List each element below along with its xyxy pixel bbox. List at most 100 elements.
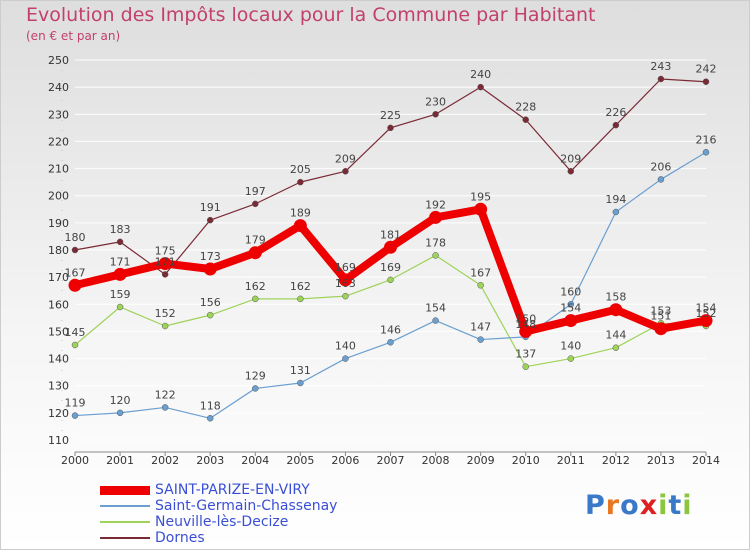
x-tick-label: 2014 <box>692 454 720 467</box>
data-point <box>71 246 79 254</box>
data-point <box>432 252 439 259</box>
legend-label: Neuville-lès-Decize <box>155 514 289 530</box>
y-tick-label: 140 <box>48 353 69 366</box>
data-point <box>342 292 349 300</box>
data-label: 242 <box>696 63 717 76</box>
data-label: 243 <box>650 60 671 73</box>
data-point <box>567 355 575 362</box>
data-label: 230 <box>425 95 446 108</box>
data-label: 152 <box>696 307 717 320</box>
x-tick-label: 2001 <box>106 454 134 467</box>
data-point <box>657 75 665 83</box>
data-point <box>71 412 79 419</box>
proxiti-logo: Proxiti <box>585 490 693 521</box>
data-label: 158 <box>605 291 626 304</box>
data-label: 192 <box>425 198 446 211</box>
data-label: 180 <box>65 231 86 244</box>
data-label: 169 <box>335 261 356 274</box>
x-tick-label: 2010 <box>512 454 540 467</box>
data-label: 162 <box>245 280 266 293</box>
data-point <box>293 219 307 233</box>
data-label: 205 <box>290 163 311 176</box>
data-point <box>432 317 439 324</box>
data-label: 206 <box>650 160 671 173</box>
data-point <box>116 238 124 246</box>
data-label: 159 <box>110 288 131 301</box>
data-point <box>297 379 304 387</box>
data-point <box>702 78 710 85</box>
data-label: 183 <box>110 223 131 236</box>
data-point <box>654 322 668 336</box>
data-point <box>116 409 124 417</box>
data-label: 162 <box>290 280 311 293</box>
data-label: 160 <box>560 285 581 298</box>
data-label: 154 <box>696 302 717 315</box>
data-label: 167 <box>470 266 491 279</box>
x-tick-label: 2008 <box>422 454 450 467</box>
data-label: 209 <box>335 152 356 165</box>
data-label: 195 <box>470 190 491 203</box>
y-tick-label: 240 <box>48 81 69 94</box>
legend-swatch <box>100 521 150 523</box>
y-tick-label: 250 <box>48 54 69 67</box>
data-label: 181 <box>380 228 401 241</box>
data-point <box>252 385 259 392</box>
series-saint-germain-chassenay <box>71 149 710 422</box>
data-label: 150 <box>515 312 536 325</box>
y-tick-label: 150 <box>48 325 69 338</box>
data-label: 147 <box>470 321 491 334</box>
data-point <box>612 208 620 216</box>
data-point <box>206 216 214 224</box>
data-point <box>113 267 127 281</box>
data-label: 131 <box>290 364 311 377</box>
chart-plot: 1101201301401501601701801902002102202302… <box>48 54 720 467</box>
data-point <box>702 149 710 156</box>
data-label: 225 <box>380 109 401 122</box>
data-point <box>387 124 394 132</box>
data-point <box>342 168 349 175</box>
data-label: 146 <box>380 323 401 336</box>
data-point <box>297 295 304 303</box>
data-point <box>609 303 623 317</box>
data-label: 153 <box>650 304 671 317</box>
data-label: 169 <box>380 261 401 274</box>
data-label: 151 <box>650 310 671 323</box>
data-point <box>384 240 397 254</box>
data-label: 179 <box>245 234 266 247</box>
data-label: 118 <box>200 399 221 412</box>
y-tick-label: 170 <box>48 271 69 284</box>
data-label: 145 <box>65 326 86 339</box>
data-point <box>158 257 172 271</box>
data-point <box>161 271 169 278</box>
y-tick-label: 110 <box>48 434 69 447</box>
data-label: 216 <box>696 133 717 146</box>
data-label: 228 <box>515 101 536 114</box>
x-tick-label: 2002 <box>151 454 179 467</box>
data-point <box>297 178 304 186</box>
data-point <box>699 314 713 328</box>
legend-label: Saint-Germain-Chassenay <box>155 498 338 514</box>
data-point <box>71 341 79 349</box>
data-label: 140 <box>560 340 581 353</box>
data-point <box>432 111 439 118</box>
y-tick-label: 200 <box>48 190 69 203</box>
logo-letter: x <box>639 490 659 521</box>
series-dornes <box>71 75 710 278</box>
data-label: 167 <box>65 266 86 279</box>
logo-letter: i <box>658 490 669 521</box>
data-label: 120 <box>110 394 131 407</box>
y-tick-label: 180 <box>48 244 69 257</box>
data-point <box>252 200 259 208</box>
x-tick-label: 2000 <box>61 454 89 467</box>
y-tick-label: 230 <box>48 108 69 121</box>
data-point <box>657 176 665 183</box>
y-tick-label: 120 <box>48 407 69 420</box>
y-tick-label: 160 <box>48 298 69 311</box>
data-point <box>567 301 575 308</box>
data-label: 171 <box>110 255 131 268</box>
data-point <box>522 116 529 123</box>
data-point <box>252 295 259 303</box>
x-tick-label: 2006 <box>331 454 359 467</box>
data-label: 226 <box>605 106 626 119</box>
data-point <box>612 344 620 351</box>
